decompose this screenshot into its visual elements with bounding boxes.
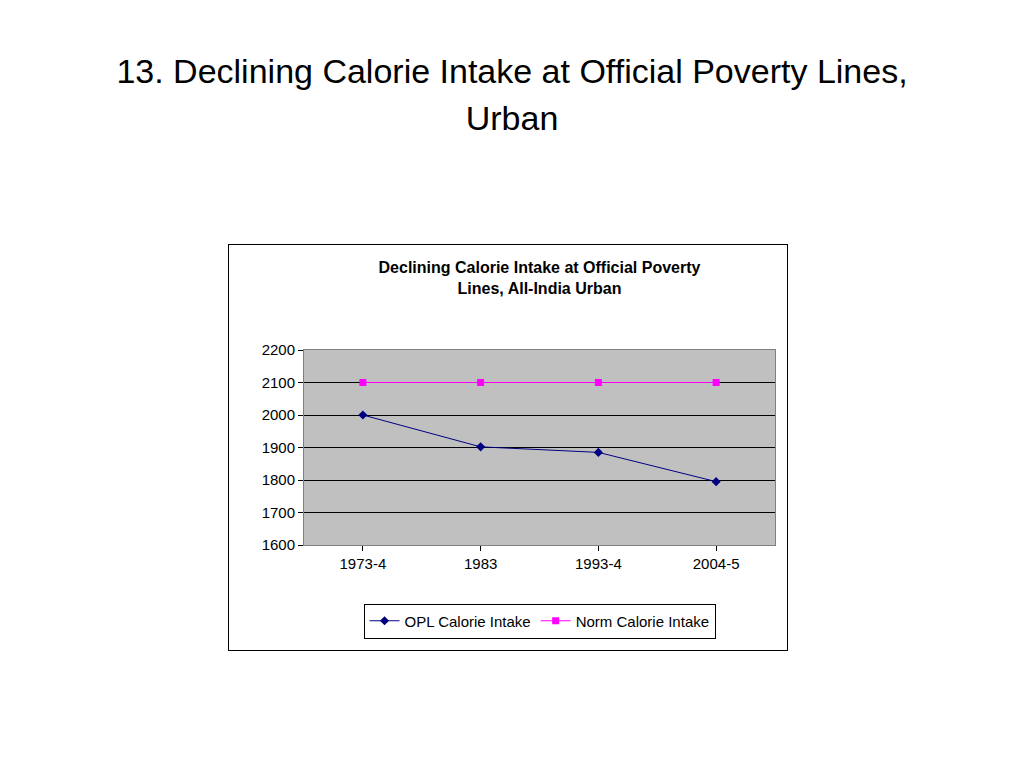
svg-text:2200: 2200 (262, 341, 295, 358)
svg-text:2004-5: 2004-5 (693, 555, 740, 572)
svg-text:2100: 2100 (262, 374, 295, 391)
svg-text:2000: 2000 (262, 406, 295, 423)
svg-text:OPL Calorie Intake: OPL Calorie Intake (405, 613, 531, 630)
svg-text:1700: 1700 (262, 504, 295, 521)
svg-text:1900: 1900 (262, 439, 295, 456)
svg-text:1800: 1800 (262, 471, 295, 488)
svg-text:1600: 1600 (262, 536, 295, 553)
svg-text:Declining Calorie Intake at Of: Declining Calorie Intake at Official Pov… (379, 259, 701, 297)
svg-text:1973-4: 1973-4 (340, 555, 387, 572)
svg-text:Norm Calorie Intake: Norm Calorie Intake (576, 613, 709, 630)
html-text:13. Declining Calorie Intake a: 13. Declining Calorie Intake at Official… (116, 52, 908, 137)
svg-text:1983: 1983 (464, 555, 497, 572)
svg-text:1993-4: 1993-4 (575, 555, 622, 572)
